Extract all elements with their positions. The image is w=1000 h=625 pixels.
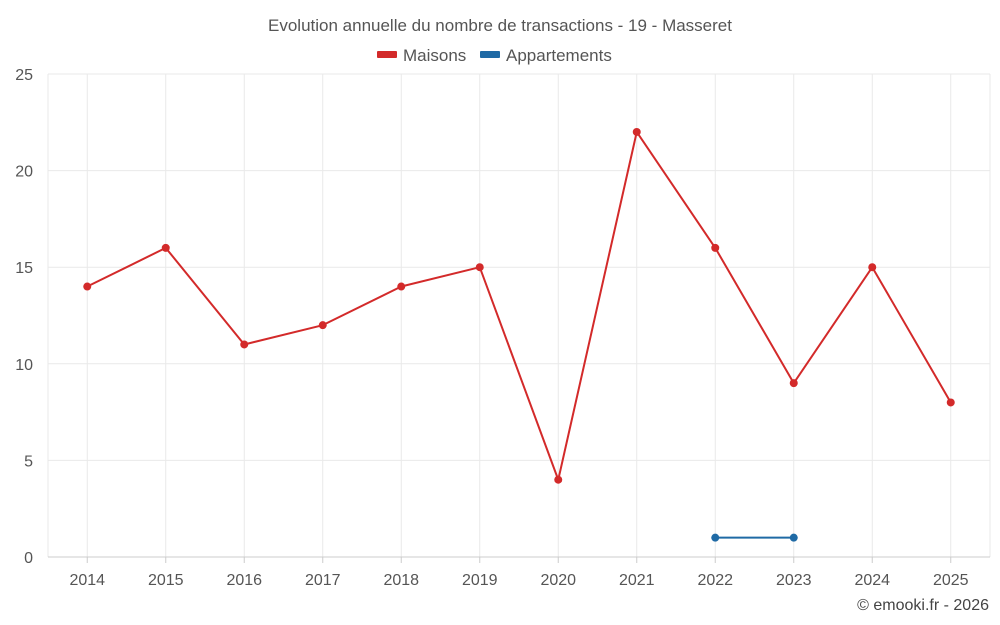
- credit-text: © emooki.fr - 2026: [857, 597, 989, 614]
- legend-swatch-maisons: [377, 51, 397, 58]
- data-point-maisons-2014[interactable]: [83, 282, 92, 291]
- y-axis: 0 5 10 15 20 25: [15, 67, 33, 567]
- y-tick-label: 20: [15, 164, 33, 181]
- x-tick-label: 2023: [776, 572, 812, 589]
- y-tick-label: 10: [15, 357, 33, 374]
- legend-item-appartements[interactable]: Appartements: [480, 46, 612, 65]
- series-line-maisons: [86, 130, 952, 481]
- x-tick-label: 2020: [540, 572, 576, 589]
- grid: [47, 73, 991, 557]
- x-tick-label: 2025: [933, 572, 969, 589]
- legend: Maisons Appartements: [377, 46, 612, 65]
- chart-title: Evolution annuelle du nombre de transact…: [268, 16, 732, 35]
- y-tick-label: 0: [24, 550, 33, 567]
- data-point-maisons-2016[interactable]: [240, 340, 249, 349]
- x-tick-label: 2022: [697, 572, 733, 589]
- x-tick-label: 2021: [619, 572, 655, 589]
- y-tick-label: 5: [24, 453, 33, 470]
- x-tick-label: 2024: [854, 572, 890, 589]
- x-tick-label: 2014: [69, 572, 105, 589]
- series-appartements: [711, 533, 798, 542]
- y-tick-label: 25: [15, 67, 33, 84]
- series-group: [83, 127, 955, 542]
- data-point-appartements-2023[interactable]: [789, 533, 798, 542]
- data-point-maisons-2019[interactable]: [475, 263, 484, 272]
- x-tick-label: 2019: [462, 572, 498, 589]
- data-point-maisons-2022[interactable]: [711, 243, 720, 252]
- legend-item-maisons[interactable]: Maisons: [377, 46, 466, 65]
- x-axis: 2014 2015 2016 2017 2018 2019 2020 2021 2022 2023…: [48, 556, 990, 589]
- x-tick-label: 2017: [305, 572, 341, 589]
- data-point-maisons-2021[interactable]: [632, 127, 641, 136]
- x-tick-label: 2015: [148, 572, 184, 589]
- data-point-maisons-2023[interactable]: [789, 379, 798, 388]
- data-point-appartements-2022[interactable]: [711, 533, 720, 542]
- x-tick-label: 2016: [226, 572, 262, 589]
- y-tick-label: 15: [15, 260, 33, 277]
- data-point-maisons-2025[interactable]: [946, 398, 955, 407]
- data-point-maisons-2024[interactable]: [868, 263, 877, 272]
- legend-label-maisons: Maisons: [403, 46, 466, 65]
- x-tick-label: 2018: [383, 572, 419, 589]
- legend-swatch-appartements: [480, 51, 500, 58]
- data-point-maisons-2018[interactable]: [397, 282, 406, 291]
- data-point-maisons-2015[interactable]: [161, 243, 170, 252]
- series-maisons: [83, 127, 955, 484]
- legend-label-appartements: Appartements: [506, 46, 612, 65]
- data-point-maisons-2017[interactable]: [318, 321, 327, 330]
- data-point-maisons-2020[interactable]: [554, 475, 563, 484]
